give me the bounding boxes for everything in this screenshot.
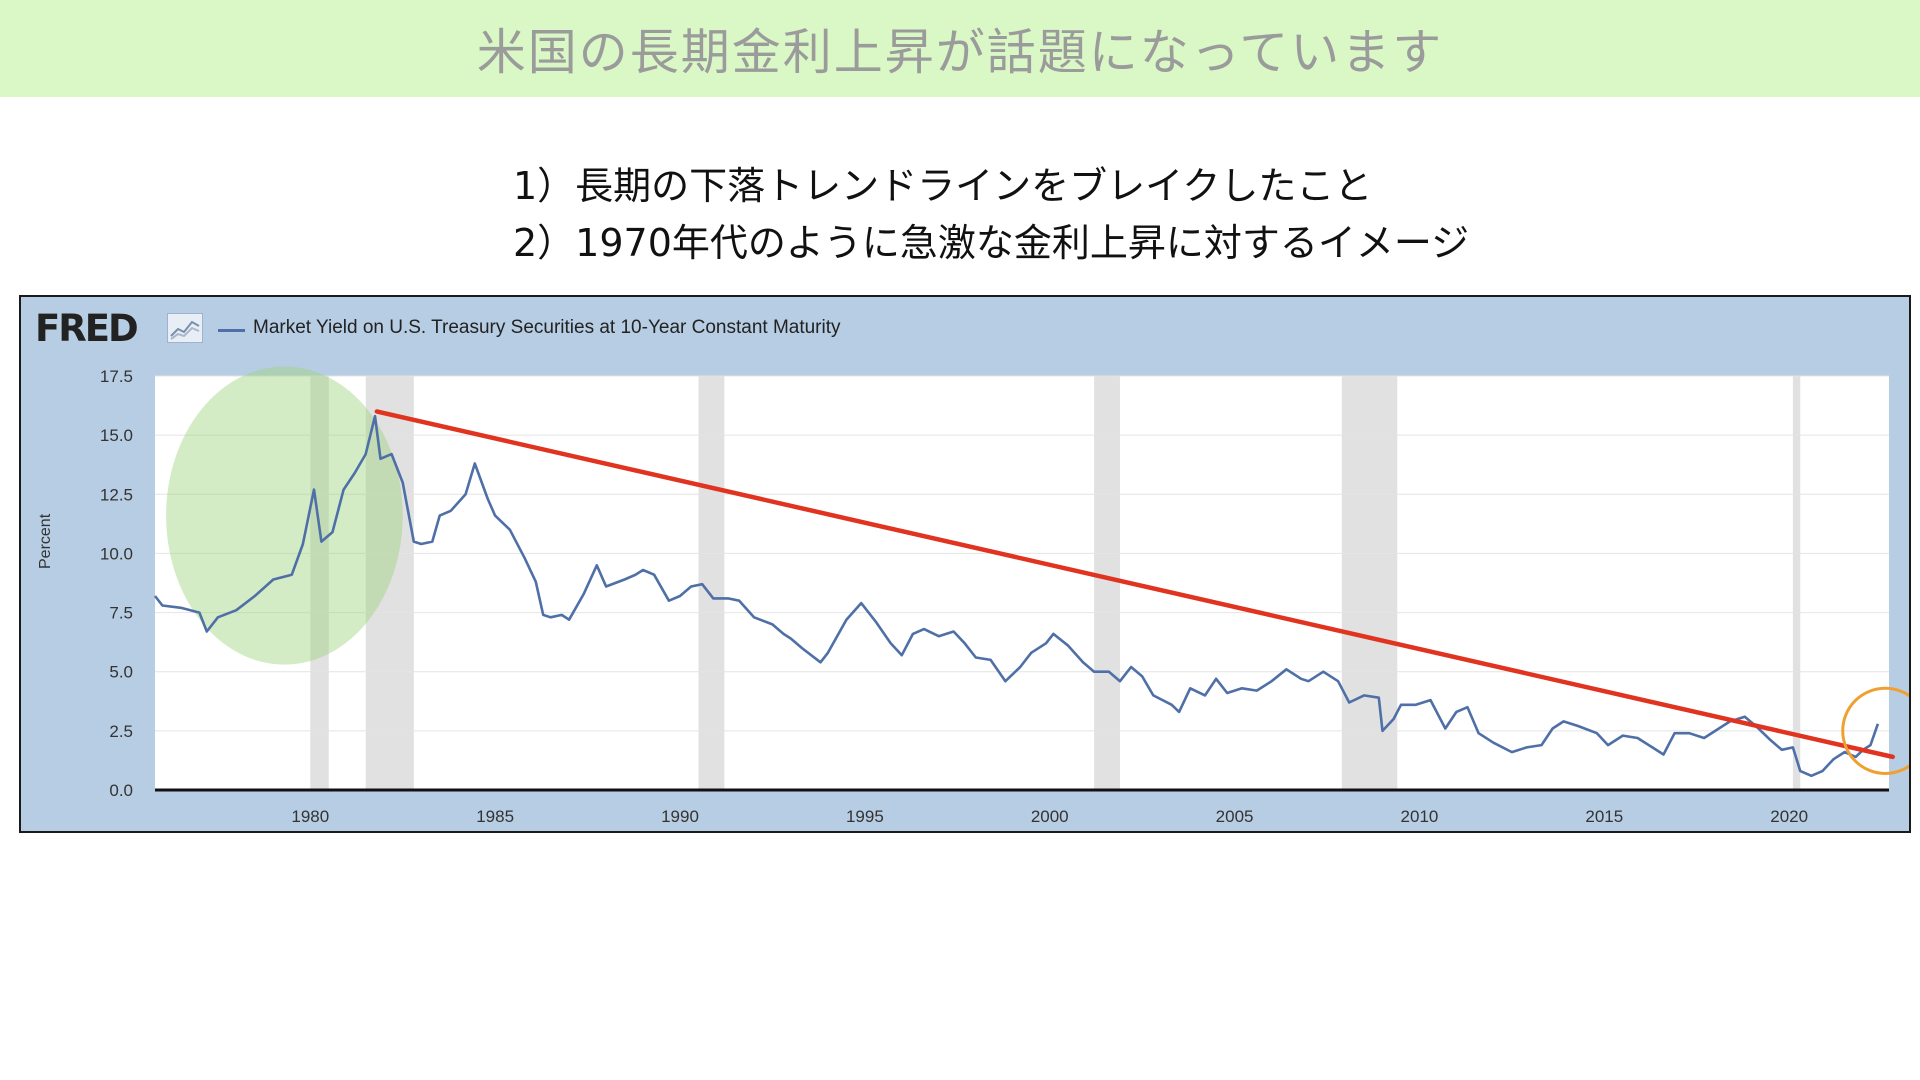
- point-2: 2）1970年代のように急激な金利上昇に対するイメージ: [513, 221, 1470, 265]
- y-tick-label: 10.0: [100, 544, 133, 563]
- y-tick-label: 2.5: [109, 722, 133, 741]
- y-tick-label: 15.0: [100, 426, 133, 445]
- y-tick-label: 12.5: [100, 485, 133, 504]
- legend-line-swatch: [218, 329, 245, 332]
- x-tick-label: 2020: [1770, 807, 1808, 826]
- breakout-circle: [1841, 686, 1909, 775]
- recession-band: [1341, 376, 1398, 790]
- y-tick-label: 7.5: [109, 604, 133, 623]
- y-tick-label: 17.5: [100, 367, 133, 386]
- x-tick-label: 1995: [846, 807, 884, 826]
- slide-title: 米国の長期金利上昇が話題になっています: [476, 24, 1444, 81]
- plot-background: [155, 376, 1889, 790]
- fred-logo: FRED: [35, 307, 139, 350]
- x-tick-label: 1980: [291, 807, 329, 826]
- chart-plot: 0.0 2.5 5.0 7.5 10.0 12.5 15.0 17.5 1980 1985 1990…: [100, 366, 1909, 826]
- recession-band: [365, 376, 414, 790]
- recession-band: [1792, 376, 1801, 790]
- highlight-ellipse: [166, 366, 403, 665]
- y-tick-label: 0.0: [109, 781, 133, 800]
- fred-chart-icon: [167, 313, 203, 343]
- x-tick-label: 2015: [1585, 807, 1623, 826]
- x-tick-label: 2000: [1031, 807, 1069, 826]
- legend-label: Market Yield on U.S. Treasury Securities…: [253, 317, 841, 338]
- x-tick-label: 1985: [476, 807, 514, 826]
- recession-band: [310, 376, 329, 790]
- x-tick-label: 2005: [1216, 807, 1254, 826]
- fred-chart-frame: FRED Market Yield on U.S. Treasury Secur…: [19, 295, 1911, 833]
- recession-band: [698, 376, 725, 790]
- point-1: 1）長期の下落トレンドラインをブレイクしたこと: [513, 164, 1373, 208]
- key-points: 1）長期の下落トレンドラインをブレイクしたこと 2）1970年代のように急激な金…: [513, 158, 1469, 272]
- x-tick-label: 1990: [661, 807, 699, 826]
- trendline: [374, 409, 1895, 760]
- recession-band: [1094, 376, 1120, 790]
- series-line: [153, 414, 1880, 778]
- y-tick-label: 5.0: [109, 663, 133, 682]
- slide-title-bar: 米国の長期金利上昇が話題になっています: [0, 0, 1920, 97]
- x-tick-label: 2010: [1401, 807, 1439, 826]
